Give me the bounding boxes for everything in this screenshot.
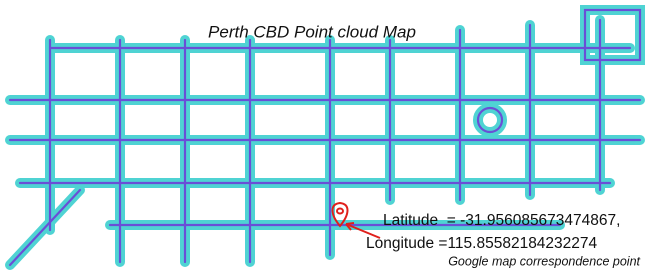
caption: Google map correspondence point: [448, 254, 640, 268]
longitude-label: Longitude =115.85582184232274: [366, 235, 598, 252]
map-title: Perth CBD Point cloud Map: [208, 22, 416, 41]
map: Perth CBD Point cloud Map Latitude = -31…: [0, 0, 652, 276]
latitude-label: Latitude = -31.956085673474867,: [383, 212, 620, 229]
